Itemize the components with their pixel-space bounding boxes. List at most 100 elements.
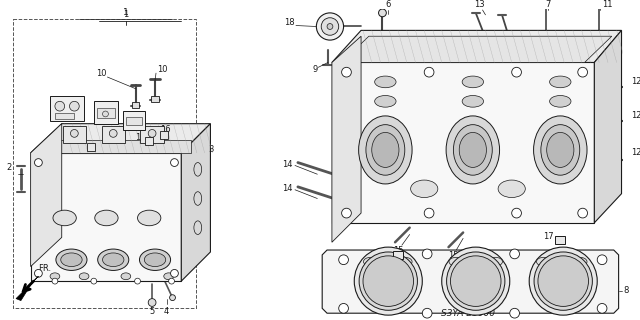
Ellipse shape [541,125,580,175]
Circle shape [70,130,78,137]
Bar [140,126,164,143]
Ellipse shape [56,249,87,270]
Circle shape [534,252,593,310]
Text: 6: 6 [385,0,391,9]
Text: 7: 7 [545,0,550,9]
Ellipse shape [102,253,124,267]
Text: S3YA E1000: S3YA E1000 [441,309,495,318]
Circle shape [578,67,588,77]
Text: 15: 15 [448,251,459,260]
Ellipse shape [364,257,378,266]
Circle shape [363,256,413,306]
Text: 18: 18 [284,18,295,27]
Polygon shape [322,250,619,313]
Text: 14: 14 [282,160,293,169]
Bar [132,102,140,108]
Ellipse shape [145,253,166,267]
Polygon shape [31,124,211,153]
Ellipse shape [121,273,131,280]
Ellipse shape [453,125,492,175]
Circle shape [316,13,344,40]
Text: 1: 1 [123,8,129,17]
Circle shape [170,295,175,300]
Circle shape [447,252,505,310]
Ellipse shape [411,180,438,197]
Bar [393,251,403,259]
Circle shape [422,308,432,318]
Ellipse shape [397,257,412,266]
Circle shape [52,278,58,284]
Text: 15: 15 [393,246,403,255]
Text: 10: 10 [157,65,168,74]
Ellipse shape [53,210,76,226]
Ellipse shape [194,192,202,205]
Ellipse shape [79,273,89,280]
Circle shape [442,247,510,315]
Circle shape [70,101,79,111]
Polygon shape [332,36,361,242]
Text: 5: 5 [150,308,155,316]
Ellipse shape [366,125,404,175]
Circle shape [597,255,607,265]
Text: 13: 13 [474,0,485,9]
Circle shape [148,299,156,306]
Text: 9: 9 [312,65,317,74]
Ellipse shape [550,76,571,88]
Text: FR.: FR. [38,264,52,273]
Bar [102,126,125,143]
Circle shape [339,303,348,313]
Polygon shape [332,62,595,223]
Text: 1: 1 [124,10,129,19]
Ellipse shape [95,210,118,226]
Ellipse shape [462,95,483,107]
Ellipse shape [374,95,396,107]
Circle shape [451,256,501,306]
Ellipse shape [374,76,396,88]
Circle shape [512,67,522,77]
Text: 12: 12 [631,111,640,120]
Text: 12: 12 [631,77,640,86]
Circle shape [424,67,434,77]
Ellipse shape [449,257,463,266]
Circle shape [168,278,175,284]
Bar [55,113,74,119]
Bar [63,126,86,143]
Circle shape [510,308,520,318]
Ellipse shape [358,116,412,184]
Circle shape [35,269,42,277]
Text: 16: 16 [67,140,77,149]
Ellipse shape [550,95,571,107]
Circle shape [321,18,339,35]
Bar [160,132,168,139]
Polygon shape [31,153,181,281]
Text: 8: 8 [623,286,629,295]
Polygon shape [342,36,612,62]
Ellipse shape [498,180,525,197]
Text: 17: 17 [543,232,554,241]
Circle shape [102,111,108,117]
Polygon shape [595,30,621,223]
Circle shape [538,256,589,306]
Polygon shape [16,276,38,300]
Polygon shape [181,124,211,281]
Circle shape [171,159,179,166]
Circle shape [148,130,156,137]
Circle shape [342,208,351,218]
Polygon shape [31,124,61,267]
Ellipse shape [194,221,202,235]
Circle shape [91,278,97,284]
Ellipse shape [98,249,129,270]
Ellipse shape [534,116,587,184]
Polygon shape [48,140,191,153]
Circle shape [109,130,117,137]
Polygon shape [50,96,84,121]
Bar [97,108,115,118]
Polygon shape [332,30,621,62]
Circle shape [55,101,65,111]
Text: 12: 12 [631,148,640,157]
Ellipse shape [572,257,587,266]
Ellipse shape [462,76,483,88]
Circle shape [597,303,607,313]
Circle shape [171,269,179,277]
Ellipse shape [140,249,171,270]
